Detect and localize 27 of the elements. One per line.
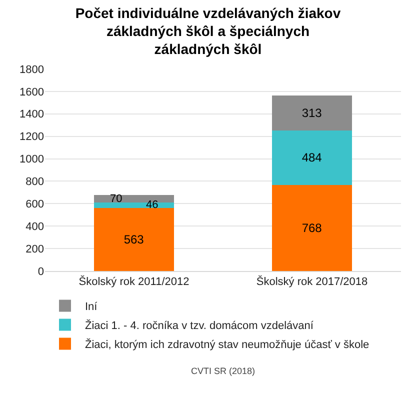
y-tick-label: 1000 (20, 154, 44, 166)
data-label: 46 (146, 199, 158, 211)
data-label: 70 (110, 193, 122, 205)
bar (94, 208, 174, 271)
x-tick-label: Školský rok 2011/2012 (78, 275, 190, 288)
data-label: 768 (302, 220, 322, 235)
y-tick-label: 400 (26, 220, 44, 233)
y-tick-label: 1400 (20, 108, 44, 121)
text: CVTI SR (2018) (191, 366, 256, 376)
data-label: 313 (302, 106, 322, 120)
legend-label: Iní (85, 300, 98, 313)
y-tick-label: 200 (26, 243, 44, 256)
y-tick-label: 1600 (20, 86, 44, 98)
x-tick-label: Školský rok 2017/2018 (256, 275, 368, 288)
bar (272, 95, 352, 130)
data-label: 484 (302, 150, 322, 165)
y-tick-label: 600 (26, 198, 44, 211)
bar (272, 184, 352, 271)
data-label: 563 (124, 232, 144, 246)
chart-title: Počet individuálne vzdelávaných žiakov základných škôl a špeciálnych základných škôl (75, 4, 341, 58)
bar (272, 130, 352, 185)
y-tick-label: 1200 (20, 131, 44, 144)
y-tick-label: 1800 (20, 64, 44, 76)
y-tick-label: 800 (26, 176, 44, 188)
legend-label: Žiaci 1. - 4. ročníka v tzv. domácom vzdelávaní (85, 318, 314, 332)
legend-label: Žiaci, ktorým ich zdravotný stav neumožňuje účasť v škole (85, 338, 370, 351)
y-tick-label: 0 (38, 266, 44, 278)
